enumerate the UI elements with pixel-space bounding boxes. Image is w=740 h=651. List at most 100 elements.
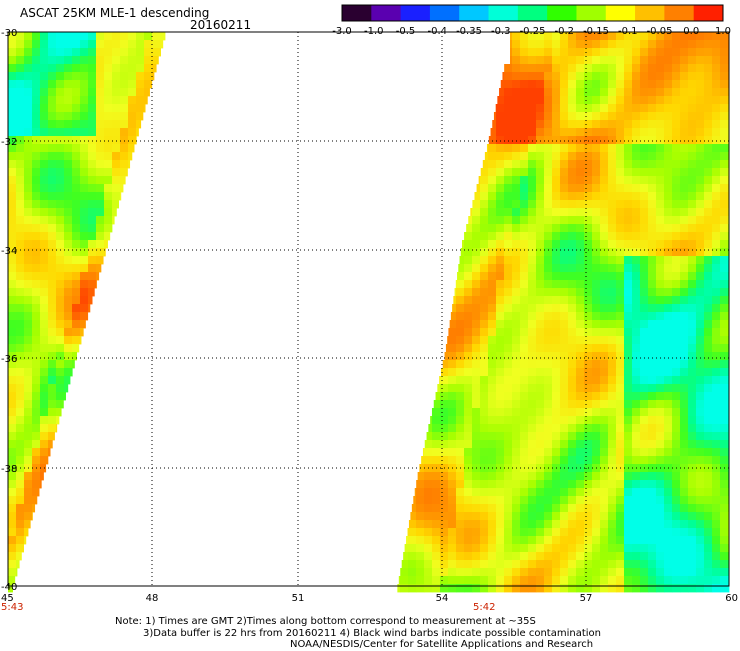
swath-cell xyxy=(144,40,152,48)
swath-cell xyxy=(656,384,664,392)
swath-cell xyxy=(624,192,632,200)
swath-cell xyxy=(80,304,88,312)
swath-cell xyxy=(496,456,504,464)
swath-cell xyxy=(88,32,96,40)
swath-cell xyxy=(472,360,480,368)
swath-cell xyxy=(480,384,488,392)
swath-cell xyxy=(592,416,600,424)
swath-cell xyxy=(480,224,488,232)
swath-cell xyxy=(560,560,568,568)
swath-cell xyxy=(72,296,80,304)
swath-cell xyxy=(488,440,496,448)
swath-cell xyxy=(128,48,136,56)
swath-cell xyxy=(520,184,528,192)
swath-cell xyxy=(664,104,672,112)
swath-cell xyxy=(64,128,72,136)
swath-cell xyxy=(136,72,144,80)
swath-cell xyxy=(656,536,664,544)
swath-cell xyxy=(688,264,696,272)
swath-cell xyxy=(576,336,584,344)
swath-cell xyxy=(592,440,600,448)
swath-cell xyxy=(48,48,56,56)
swath-cell xyxy=(40,160,48,168)
swath-cell xyxy=(8,504,16,512)
swath-cell xyxy=(48,448,51,456)
swath-cell xyxy=(616,424,624,432)
swath-cell xyxy=(568,504,576,512)
swath-cell xyxy=(648,96,656,104)
swath-cell xyxy=(560,440,568,448)
swath-cell xyxy=(640,456,648,464)
swath-cell xyxy=(696,488,704,496)
swath-cell xyxy=(48,360,56,368)
swath-cell xyxy=(88,184,96,192)
swath-cell xyxy=(536,240,544,248)
swath-cell xyxy=(453,296,456,304)
swath-cell xyxy=(560,272,568,280)
swath-cell xyxy=(488,504,496,512)
swath-cell xyxy=(680,168,688,176)
swath-cell xyxy=(472,256,480,264)
swath-cell xyxy=(640,368,648,376)
swath-cell xyxy=(712,352,720,360)
swath-cell xyxy=(440,432,448,440)
swath-cell xyxy=(496,296,504,304)
swath-cell xyxy=(128,144,134,152)
swath-cell xyxy=(576,528,584,536)
swath-cell xyxy=(24,472,32,480)
swath-cell xyxy=(592,528,600,536)
swath-cell xyxy=(680,224,688,232)
swath-cell xyxy=(640,400,648,408)
swath-cell xyxy=(504,296,512,304)
swath-cell xyxy=(16,280,24,288)
swath-cell xyxy=(24,88,32,96)
swath-cell xyxy=(56,344,64,352)
swath-cell xyxy=(568,80,576,88)
swath-cell xyxy=(64,64,72,72)
swath-cell xyxy=(592,576,600,584)
swath-cell xyxy=(88,40,96,48)
swath-cell xyxy=(656,232,664,240)
swath-cell xyxy=(424,552,432,560)
swath-cell xyxy=(488,400,496,408)
swath-cell xyxy=(32,184,40,192)
swath-cell xyxy=(704,488,712,496)
swath-cell xyxy=(664,208,672,216)
swath-cell xyxy=(80,40,88,48)
swath-cell xyxy=(528,520,536,528)
swath-cell xyxy=(16,336,24,344)
swath-cell xyxy=(672,584,680,592)
swath-cell xyxy=(688,376,696,384)
swath-cell xyxy=(552,208,560,216)
swath-cell xyxy=(24,496,32,504)
swath-cell xyxy=(501,80,505,88)
swath-cell xyxy=(443,360,449,368)
swath-cell xyxy=(400,568,408,576)
swath-cell xyxy=(704,64,712,72)
swath-cell xyxy=(405,544,409,552)
swath-cell xyxy=(696,200,704,208)
swath-cell xyxy=(640,448,648,456)
swath-cell xyxy=(120,160,128,168)
swath-cell xyxy=(520,216,528,224)
swath-cell xyxy=(512,424,520,432)
swath-cell xyxy=(680,176,688,184)
swath-cell xyxy=(456,408,464,416)
swath-cell xyxy=(712,576,720,584)
swath-cell xyxy=(656,248,664,256)
swath-cell xyxy=(656,64,664,72)
swath-cell xyxy=(592,536,600,544)
swath-cell xyxy=(712,584,720,592)
swath-cell xyxy=(632,96,640,104)
swath-cell xyxy=(616,128,624,136)
swath-cell xyxy=(512,288,520,296)
swath-cell xyxy=(704,544,712,552)
swath-cell xyxy=(696,296,704,304)
swath-cell xyxy=(688,64,696,72)
swath-cell xyxy=(600,440,608,448)
swath-cell xyxy=(24,296,32,304)
swath-cell xyxy=(544,248,552,256)
swath-cell xyxy=(712,240,720,248)
swath-cell xyxy=(632,112,640,120)
